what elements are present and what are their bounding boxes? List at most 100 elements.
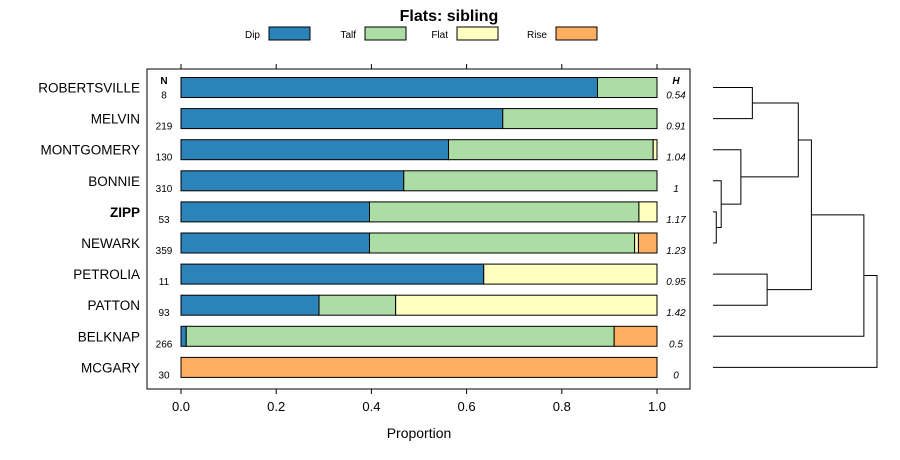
row-label-newark: NEWARK — [81, 236, 140, 251]
dendrogram-branch-p-p — [713, 273, 768, 306]
h-value-belknap: 0.5 — [669, 339, 683, 350]
x-tick-label-1: 0.2 — [267, 399, 285, 414]
h-value-bonnie: 1 — [673, 184, 679, 195]
legend-label-flat: Flat — [431, 30, 448, 41]
legend-swatch-flat — [456, 26, 499, 41]
row-label-zipp: ZIPP — [110, 205, 140, 220]
dendrogram-branch-b-z-n — [713, 180, 722, 228]
bar-row-zipp — [180, 201, 658, 223]
bar-segment-montgomery-flat — [652, 139, 658, 161]
bar-row-montgomery — [180, 139, 658, 161]
bar-segment-bonnie-dip — [180, 170, 405, 192]
n-value-belknap: 266 — [156, 339, 173, 350]
x-axis: 0.0 0.2 0.4 0.6 0.8 1.0 — [172, 64, 666, 414]
legend-swatch-talf — [364, 26, 407, 41]
dendrogram-branch-m-b-z-n — [713, 149, 742, 205]
bar-segment-petrolia-dip — [180, 263, 485, 285]
legend-label-talf: Talf — [340, 30, 356, 41]
bar-segment-robertsville-dip — [180, 77, 598, 98]
bar-segment-patton-flat — [395, 294, 658, 316]
bar-segment-newark-dip — [180, 232, 370, 254]
x-tick-label-3: 0.6 — [458, 399, 476, 414]
bar-row-patton — [180, 294, 658, 316]
bar-segment-melvin-dip — [180, 108, 504, 130]
dendrogram-branch-top-pp — [767, 139, 812, 291]
h-value-montgomery: 1.04 — [666, 153, 686, 164]
legend-label-rise: Rise — [527, 30, 547, 41]
bar-segment-belknap-dip — [180, 325, 187, 347]
n-value-mcgary: 30 — [158, 370, 170, 381]
bar-row-melvin — [180, 108, 658, 130]
bar-row-petrolia — [180, 263, 658, 285]
bar-segment-newark-talf — [368, 232, 636, 254]
x-tick-label-0: 0.0 — [172, 399, 190, 414]
row-label-belknap: BELKNAP — [78, 329, 140, 344]
bar-segment-zipp-dip — [180, 201, 370, 223]
bar-row-robertsville — [180, 77, 658, 98]
legend-swatch-dip — [268, 26, 311, 41]
row-label-bonnie: BONNIE — [88, 174, 140, 189]
row-label-montgomery: MONTGOMERY — [40, 143, 140, 158]
h-value-robertsville: 0.54 — [666, 91, 686, 102]
row-label-robertsville: ROBERTSVILLE — [38, 81, 140, 96]
row-labels: ROBERTSVILLE MELVIN MONTGOMERY BONNIE ZIPP NE… — [38, 81, 140, 376]
bar-segment-patton-talf — [318, 294, 397, 316]
x-tick-label-4: 0.8 — [553, 399, 571, 414]
bar-segment-zipp-talf — [368, 201, 640, 223]
n-value-newark: 359 — [156, 246, 173, 257]
bar-segment-belknap-rise — [613, 325, 658, 347]
bar-segment-zipp-flat — [638, 201, 658, 223]
legend-label-dip: Dip — [245, 30, 260, 41]
bar-segment-montgomery-dip — [180, 139, 450, 161]
bar-row-newark — [180, 232, 658, 254]
bar-segment-newark-rise — [637, 232, 658, 254]
row-label-mcgary: MCGARY — [81, 360, 140, 375]
n-value-petrolia: 11 — [159, 277, 170, 288]
h-value-zipp: 1.17 — [666, 215, 686, 226]
row-label-petrolia: PETROLIA — [73, 267, 140, 282]
h-value-melvin: 0.91 — [666, 122, 685, 133]
n-value-zipp: 53 — [158, 215, 170, 226]
dendrogram — [713, 87, 878, 368]
bar-segment-melvin-talf — [502, 108, 658, 130]
n-column: N 8 219 130 310 53 359 11 93 266 30 — [156, 76, 173, 381]
plot-frame — [146, 68, 691, 390]
dendrogram-branch-z-n — [713, 211, 717, 244]
bar-segment-patton-dip — [180, 294, 320, 316]
dendrogram-branch-top — [740, 102, 799, 178]
h-value-petrolia: 0.95 — [666, 277, 686, 288]
h-value-newark: 1.23 — [666, 246, 686, 257]
bar-row-belknap — [180, 325, 658, 347]
n-value-patton: 93 — [158, 308, 170, 319]
legend: Dip Talf Flat Rise — [245, 26, 598, 41]
bar-segment-belknap-talf — [185, 325, 615, 347]
bar-segment-petrolia-flat — [483, 263, 658, 285]
bar-row-mcgary — [180, 356, 658, 378]
n-value-robertsville: 8 — [161, 91, 167, 102]
row-label-patton: PATTON — [87, 298, 140, 313]
x-tick-label-5: 1.0 — [648, 399, 666, 414]
row-label-melvin: MELVIN — [91, 112, 140, 127]
bar-segment-newark-flat — [634, 232, 639, 254]
n-header: N — [160, 76, 167, 87]
h-column: H 0.54 0.91 1.04 1 1.17 1.23 0.95 1.42 0.5 0 — [666, 76, 686, 381]
bar-segment-mcgary-rise — [180, 356, 658, 378]
h-value-mcgary: 0 — [673, 370, 679, 381]
x-axis-label: Proportion — [387, 425, 452, 441]
dendrogram-branch-r-m — [713, 87, 753, 120]
bar-segment-bonnie-talf — [403, 170, 658, 192]
n-value-melvin: 219 — [156, 122, 173, 133]
n-value-bonnie: 310 — [156, 184, 173, 195]
h-header: H — [672, 76, 680, 87]
bar-segment-robertsville-talf — [597, 77, 658, 98]
bars-group — [180, 77, 658, 378]
chart-title: Flats: sibling — [400, 8, 499, 25]
bar-row-bonnie — [180, 170, 658, 192]
x-tick-label-2: 0.4 — [362, 399, 380, 414]
dendrogram-branch-all-b — [713, 214, 865, 337]
n-value-montgomery: 130 — [156, 153, 173, 164]
h-value-patton: 1.42 — [666, 308, 686, 319]
bar-segment-montgomery-talf — [448, 139, 654, 161]
